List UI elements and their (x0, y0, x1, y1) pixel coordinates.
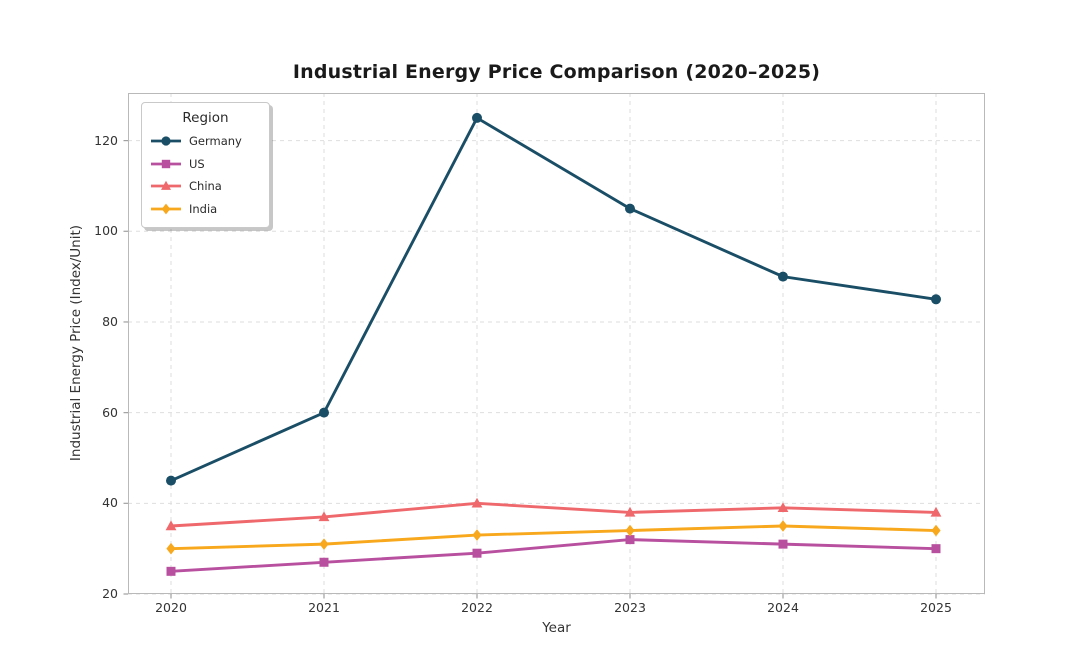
legend-item-china: China (142, 175, 269, 198)
marker-india-2024 (778, 520, 788, 532)
marker-us-2021 (319, 557, 329, 567)
y-tick-label: 120 (94, 132, 118, 148)
series-line-china (169, 501, 938, 528)
series-line-germany (169, 116, 938, 483)
marker-china-2023 (624, 506, 636, 517)
legend-title: Region (182, 110, 229, 126)
marker-us-2020 (166, 566, 176, 576)
marker-germany-2023 (625, 203, 635, 214)
y-tick-label: 100 (94, 223, 118, 239)
x-tick-label: 2020 (155, 600, 187, 615)
marker-germany-2022 (472, 112, 482, 123)
legend-label: US (189, 156, 205, 171)
marker-china-2024 (777, 502, 789, 513)
marker-germany-2021 (319, 407, 329, 418)
legend-item-us: US (142, 153, 269, 176)
marker-india-2021 (319, 538, 329, 550)
x-tick-label: 2024 (767, 600, 799, 615)
marker-germany-2020 (166, 475, 176, 486)
circle-marker-icon (151, 136, 181, 146)
plot-area (123, 93, 985, 599)
marker-china-2025 (930, 506, 942, 517)
marker-us-2023 (625, 535, 635, 545)
marker-us-2022 (472, 548, 482, 558)
marker-china-2020 (165, 520, 177, 531)
x-tick-label: 2021 (308, 600, 340, 615)
legend-label: Germany (189, 134, 242, 149)
chart-title: Industrial Energy Price Comparison (2020… (292, 61, 821, 83)
diamond-marker-icon (151, 203, 181, 215)
series-line-india (169, 524, 938, 551)
legend-items: Germany US China India (142, 130, 269, 220)
marker-germany-2025 (931, 294, 941, 305)
marker-india-2025 (931, 524, 941, 537)
y-axis-label: Industrial Energy Price (Index/Unit) (68, 224, 84, 462)
legend-label: India (189, 201, 218, 216)
marker-us-2025 (931, 544, 941, 554)
legend-item-india: India (142, 198, 269, 221)
legend-item-germany: Germany (142, 130, 269, 153)
y-tick-label: 80 (102, 313, 118, 329)
marker-germany-2024 (778, 271, 788, 282)
marker-china-2022 (471, 497, 483, 508)
triangle-marker-icon (151, 181, 181, 191)
x-tick-label: 2022 (461, 600, 493, 615)
legend-label: China (189, 179, 222, 194)
square-marker-icon (151, 159, 181, 168)
y-tick-label: 40 (102, 495, 118, 511)
marker-india-2022 (472, 529, 482, 541)
marker-us-2024 (778, 539, 788, 549)
y-tick-label: 20 (102, 586, 118, 601)
x-tick-label: 2025 (920, 600, 952, 615)
x-tick-label: 2023 (614, 600, 646, 615)
y-tick-label: 60 (102, 404, 118, 420)
marker-india-2020 (166, 542, 176, 555)
marker-india-2023 (625, 524, 635, 537)
series-line-us (169, 538, 938, 573)
plot-spines (128, 93, 985, 594)
marker-china-2021 (318, 511, 330, 522)
x-axis-label: Year (542, 620, 571, 636)
legend: Region Germany US China India (141, 102, 270, 228)
